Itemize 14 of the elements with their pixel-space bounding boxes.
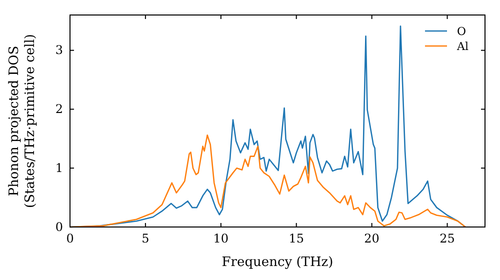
x-tick-label: 20 bbox=[364, 232, 380, 246]
x-tick-label: 15 bbox=[288, 232, 304, 246]
legend-label: O bbox=[457, 25, 466, 38]
y-tick-label: 3 bbox=[55, 43, 63, 58]
x-tick-label: 25 bbox=[440, 232, 455, 246]
y-tick-label: 0 bbox=[55, 220, 63, 234]
y-tick-label: 1 bbox=[55, 160, 63, 175]
x-tick-label: 5 bbox=[142, 232, 150, 246]
x-tick-label: 10 bbox=[213, 232, 229, 246]
legend-label: Al bbox=[456, 40, 469, 53]
y-axis-title: Phonon projected DOS (States/THz·primitive cell) bbox=[7, 34, 38, 208]
x-tick-label: 0 bbox=[66, 232, 74, 246]
x-axis-title: Frequency (THz) bbox=[222, 255, 334, 270]
y-tick-label: 2 bbox=[55, 102, 63, 116]
